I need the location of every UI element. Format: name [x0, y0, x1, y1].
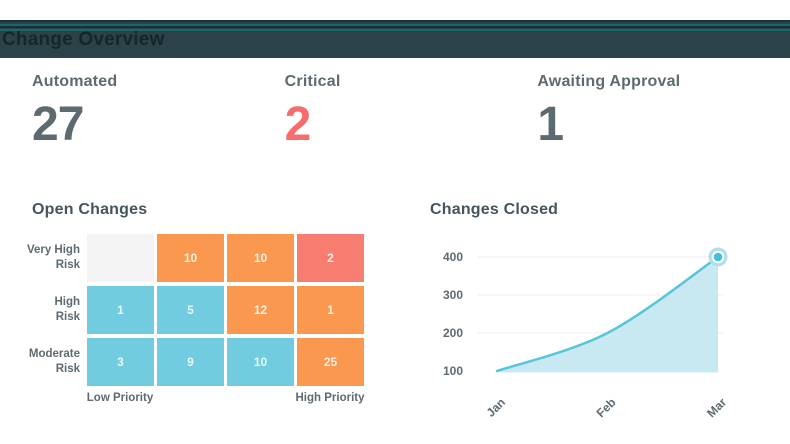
- changes-closed-chart: 100 200 300 400 Jan Feb Mar: [443, 247, 729, 420]
- kpi-value: 2: [284, 98, 312, 151]
- kpi-value: 1: [537, 98, 564, 151]
- heatmap-cell-r0c0[interactable]: [87, 234, 154, 282]
- heatmap-cell-r1c0[interactable]: 1: [87, 286, 154, 334]
- heatmap-cell-r2c2[interactable]: 10: [227, 338, 294, 386]
- kpi-automated: Automated 27: [32, 73, 285, 149]
- page-title: Change Overview: [2, 29, 165, 50]
- kpi-awaiting-approval: Awaiting Approval 1: [537, 73, 790, 149]
- changes-closed-title: Changes Closed: [430, 201, 559, 218]
- y-tick-100: 100: [443, 364, 463, 378]
- heatmap-cell-r1c2[interactable]: 12: [227, 286, 294, 334]
- kpi-row: Automated 27 Critical 2 Awaiting Approval 1: [0, 73, 790, 149]
- heatmap-cell-r1c3[interactable]: 1: [297, 286, 364, 334]
- x-tick-feb: Feb: [594, 395, 619, 420]
- kpi-value: 27: [32, 98, 84, 151]
- x-tick-mar: Mar: [704, 395, 729, 420]
- heatmap-row-label: Very High Risk: [26, 244, 80, 271]
- x-tick-jan: Jan: [484, 395, 509, 420]
- y-tick-400: 400: [443, 250, 463, 264]
- app-header-bar: Change Overview: [0, 20, 790, 58]
- trend-line: [495, 255, 720, 373]
- heatmap-axis-label-high: High Priority: [295, 392, 365, 404]
- y-tick-300: 300: [443, 288, 463, 302]
- heatmap-cell-r0c1[interactable]: 10: [157, 234, 224, 282]
- heatmap-cell-r0c2[interactable]: 10: [227, 234, 294, 282]
- area-fill: [497, 257, 718, 373]
- kpi-label: Automated: [32, 73, 118, 90]
- kpi-label: Critical: [284, 73, 341, 90]
- heatmap-cell-r2c3[interactable]: 25: [297, 338, 364, 386]
- risk-heatmap-grid: 10 10 2 1 5 12 1 3 9 10 25: [87, 234, 364, 386]
- y-tick-200: 200: [443, 326, 463, 340]
- heatmap-cell-r2c0[interactable]: 3: [87, 338, 154, 386]
- heatmap-row-label: Moderate Risk: [28, 348, 80, 375]
- open-changes-title: Open Changes: [32, 201, 148, 218]
- data-point-marker[interactable]: [713, 252, 723, 262]
- heatmap-cell-r2c1[interactable]: 9: [157, 338, 224, 386]
- kpi-label: Awaiting Approval: [537, 73, 681, 90]
- heatmap-cell-r1c1[interactable]: 5: [157, 286, 224, 334]
- heatmap-axis-label-low: Low Priority: [86, 392, 154, 404]
- heatmap-row-label: High Risk: [54, 296, 80, 323]
- heatmap-cell-r0c3[interactable]: 2: [297, 234, 364, 282]
- kpi-critical: Critical 2: [285, 73, 538, 149]
